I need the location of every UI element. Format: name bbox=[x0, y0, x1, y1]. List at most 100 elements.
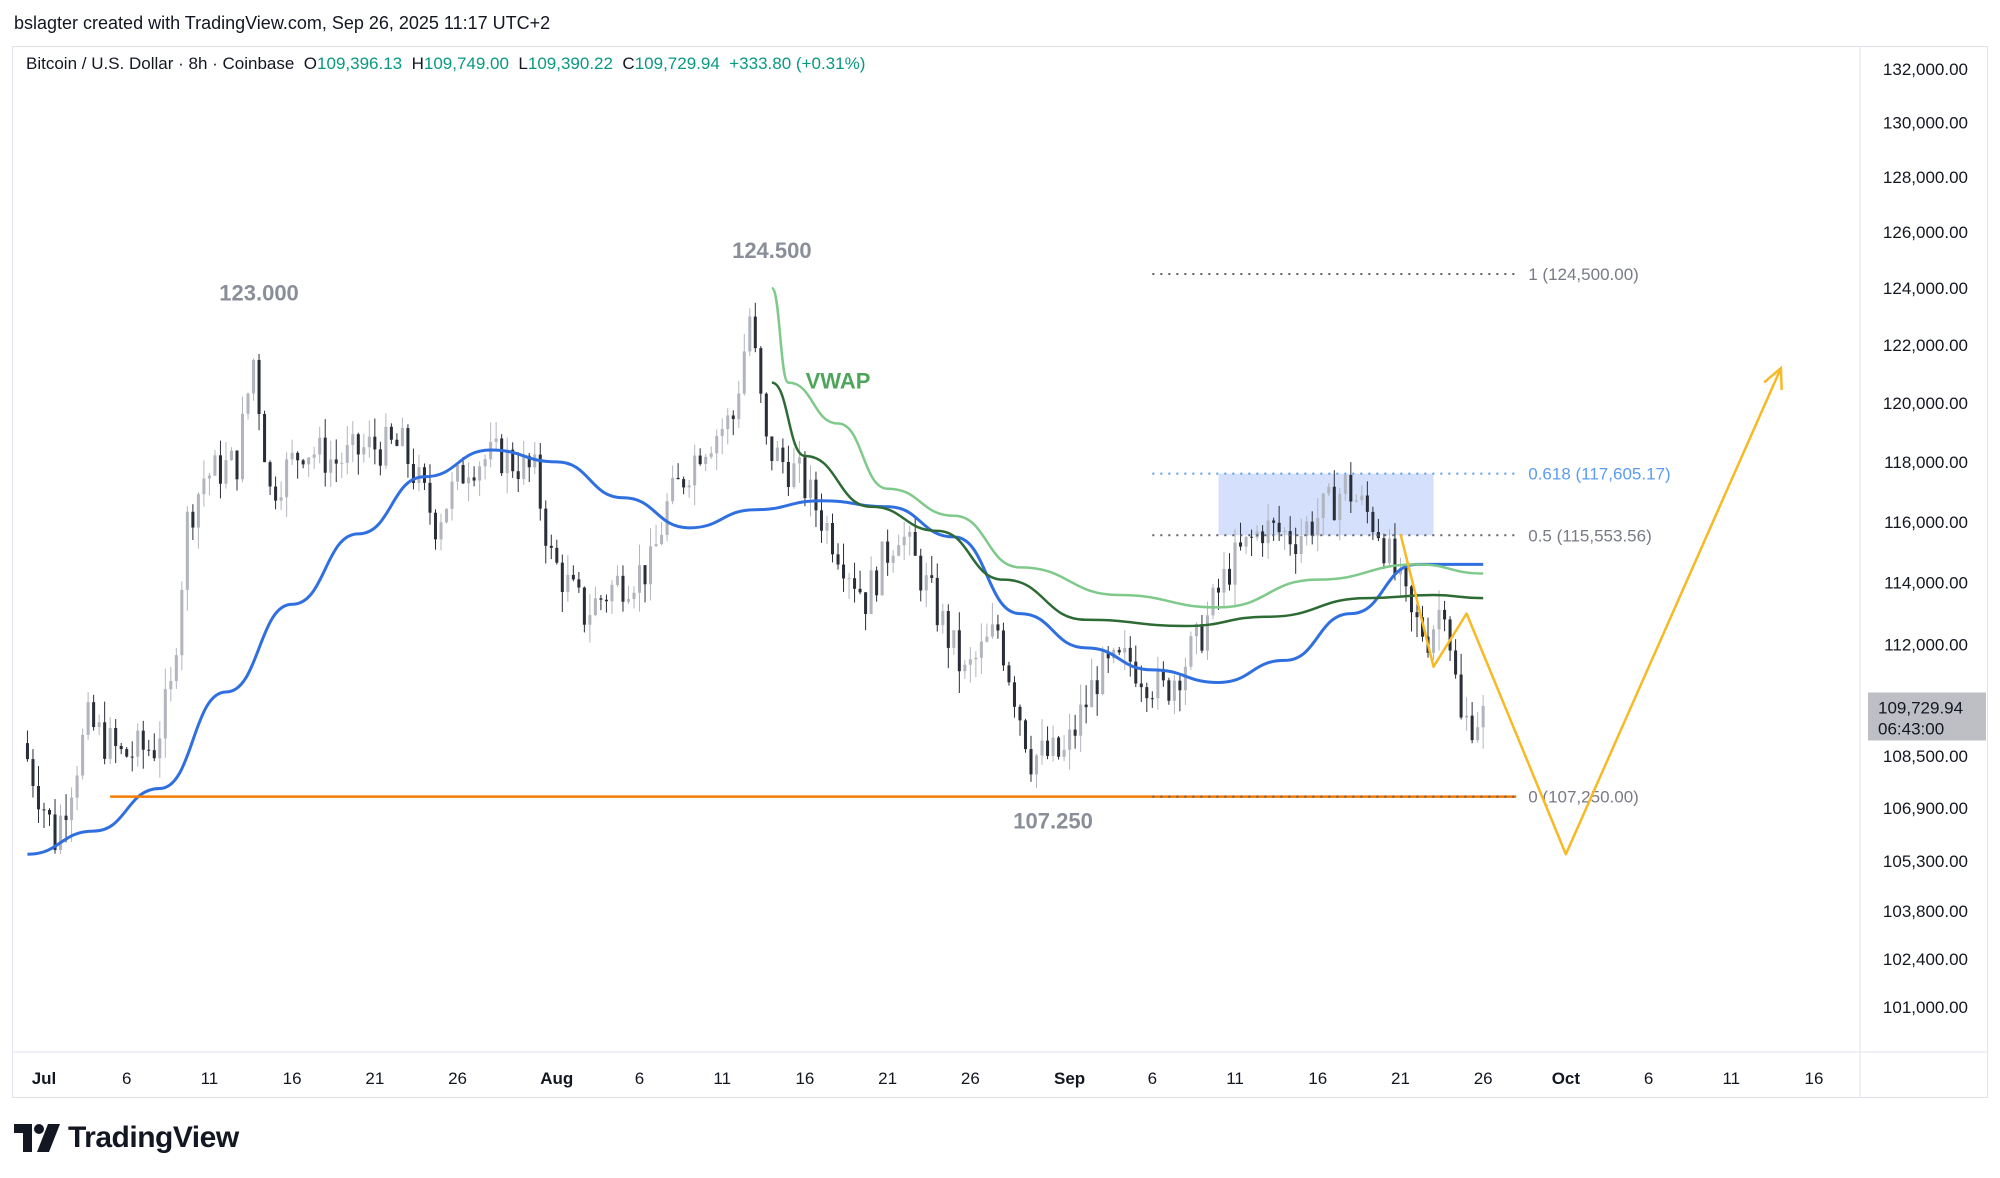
chart-attribution: bslagter created with TradingView.com, S… bbox=[14, 13, 551, 33]
candle-body bbox=[202, 478, 206, 495]
time-tick-18: Oct bbox=[1552, 1069, 1581, 1088]
tradingview-wordmark[interactable]: TradingView bbox=[68, 1121, 239, 1154]
candle-body bbox=[428, 482, 432, 513]
candle-body bbox=[637, 565, 642, 593]
time-tick-1: 6 bbox=[122, 1069, 131, 1088]
candle-body bbox=[130, 756, 134, 758]
candle-body bbox=[825, 522, 829, 531]
candle-body bbox=[279, 497, 283, 501]
candle-body bbox=[207, 475, 211, 479]
candle-body bbox=[1001, 630, 1005, 666]
candle-body bbox=[527, 455, 531, 468]
candle-body bbox=[996, 624, 1000, 631]
annotation-low-label-2: 107.250 bbox=[1013, 809, 1093, 834]
candle-body bbox=[599, 598, 603, 600]
candle-body bbox=[908, 531, 912, 537]
projection-arrow-head bbox=[1763, 365, 1783, 391]
candle-body bbox=[246, 393, 250, 414]
last-price-badge bbox=[1868, 692, 1986, 741]
candle-body bbox=[422, 467, 426, 483]
candle-body bbox=[549, 545, 553, 548]
candle-body bbox=[1266, 520, 1270, 544]
tradingview-logo-icon bbox=[14, 1124, 60, 1152]
time-tick-5: 26 bbox=[448, 1069, 467, 1088]
candle-body bbox=[814, 479, 818, 511]
candle-body bbox=[1205, 615, 1209, 651]
annotation-high-label-0: 123.000 bbox=[219, 280, 299, 305]
candle-body bbox=[406, 428, 410, 465]
time-tick-11: 26 bbox=[961, 1069, 980, 1088]
candle-body bbox=[858, 588, 862, 593]
candle-body bbox=[935, 577, 939, 626]
candle-body bbox=[318, 437, 322, 455]
candle-body bbox=[1233, 542, 1237, 585]
candle-body bbox=[240, 413, 245, 480]
time-tick-2: 11 bbox=[201, 1069, 219, 1088]
candle-body bbox=[229, 450, 233, 461]
candle-body bbox=[1057, 737, 1061, 757]
candle-body bbox=[461, 465, 465, 484]
candle-body bbox=[842, 564, 846, 579]
candle-body bbox=[1261, 531, 1265, 544]
candle-body bbox=[649, 546, 653, 585]
candle-body bbox=[185, 511, 189, 590]
candle-body bbox=[797, 457, 801, 464]
candle-body bbox=[1448, 619, 1452, 651]
candle-body bbox=[615, 575, 619, 585]
candle-body bbox=[566, 574, 570, 593]
candle-body bbox=[351, 434, 355, 446]
candle-body bbox=[621, 575, 625, 602]
candle-body bbox=[307, 457, 311, 465]
candle-body bbox=[1465, 715, 1469, 718]
candle-body bbox=[610, 584, 614, 602]
time-tick-3: 16 bbox=[283, 1069, 302, 1088]
candle-body bbox=[1409, 586, 1413, 613]
candle-body bbox=[1189, 636, 1193, 667]
candle-body bbox=[1432, 629, 1436, 653]
candle-body bbox=[1128, 647, 1132, 662]
candle-body bbox=[560, 562, 564, 593]
candle-body bbox=[1172, 680, 1176, 701]
candle-body bbox=[1029, 749, 1033, 775]
candle-body bbox=[108, 727, 112, 759]
candle-body bbox=[1106, 652, 1110, 659]
candle-body bbox=[1332, 486, 1336, 521]
candle-body bbox=[417, 467, 421, 483]
candle-body bbox=[836, 554, 840, 565]
time-tick-4: 21 bbox=[365, 1069, 384, 1088]
candle-body bbox=[1382, 538, 1386, 564]
candle-body bbox=[285, 459, 289, 498]
price-tick-5: 122,000.00 bbox=[1883, 336, 1968, 355]
candle-body bbox=[1090, 680, 1094, 708]
symbol-name[interactable]: Bitcoin / U.S. Dollar · 8h · Coinbase bbox=[26, 54, 295, 73]
candle-body bbox=[1046, 740, 1050, 756]
candle-body bbox=[665, 501, 669, 535]
candle-body bbox=[356, 434, 360, 455]
candle-body bbox=[1371, 511, 1375, 533]
candle-body bbox=[323, 437, 327, 473]
candle-body bbox=[753, 316, 757, 349]
time-tick-16: 21 bbox=[1391, 1069, 1410, 1088]
candle-body bbox=[1404, 567, 1408, 587]
candle-body bbox=[803, 457, 807, 499]
candle-body bbox=[698, 455, 702, 465]
low-value: 109,390.22 bbox=[527, 54, 613, 73]
candle-body bbox=[334, 459, 338, 464]
candle-body bbox=[555, 547, 559, 563]
candle-body bbox=[1216, 587, 1221, 593]
candle-body bbox=[467, 477, 471, 484]
candle-body bbox=[764, 393, 768, 437]
candle-body bbox=[36, 786, 41, 810]
price-tick-6: 120,000.00 bbox=[1883, 394, 1968, 413]
candle-body bbox=[1250, 536, 1254, 538]
candle-body bbox=[218, 455, 222, 484]
candle-body bbox=[174, 655, 178, 682]
price-tick-15: 103,800.00 bbox=[1883, 902, 1968, 921]
candle-body bbox=[671, 477, 675, 502]
candle-body bbox=[1123, 647, 1127, 653]
candle-body bbox=[1101, 652, 1105, 695]
candle-body bbox=[1288, 531, 1292, 545]
candle-body bbox=[1051, 737, 1055, 756]
candle-body bbox=[1299, 535, 1303, 554]
